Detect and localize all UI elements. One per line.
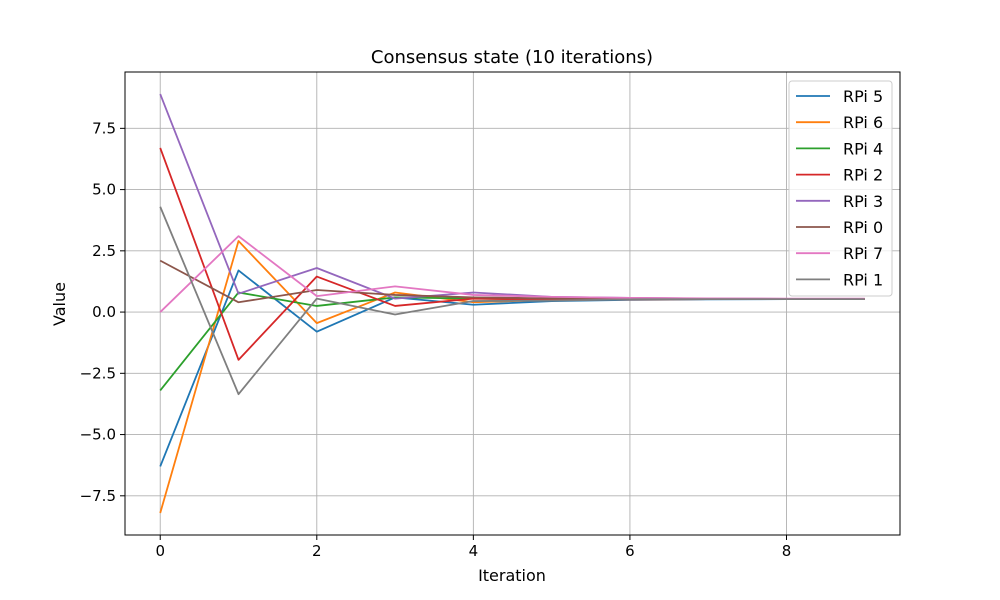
legend-label: RPi 1 — [843, 270, 883, 289]
y-tick-label: −2.5 — [80, 364, 116, 382]
legend-label: RPi 6 — [843, 113, 883, 132]
y-tick-label: 5.0 — [92, 181, 116, 199]
y-tick-label: −7.5 — [80, 487, 116, 505]
x-axis-label: Iteration — [478, 566, 546, 585]
legend-label: RPi 2 — [843, 166, 883, 185]
x-tick-label: 8 — [782, 542, 792, 560]
legend-label: RPi 0 — [843, 218, 883, 237]
legend-label: RPi 4 — [843, 139, 883, 158]
y-tick-label: 2.5 — [92, 242, 116, 260]
legend: RPi 5 RPi 6 RPi 4 RPi 2 RPi 3 RPi 0 RPi 7 RPi 1 — [788, 80, 893, 297]
x-tick-label: 0 — [155, 542, 165, 560]
x-tick-label: 4 — [469, 542, 479, 560]
legend-label: RPi 7 — [843, 244, 883, 263]
series-line-rpi-1 — [159, 206, 865, 396]
y-axis-label: Value — [50, 282, 69, 326]
x-axis: 0 2 4 6 8 — [155, 535, 791, 560]
legend-label: RPi 3 — [843, 192, 883, 211]
x-tick-label: 6 — [625, 542, 635, 560]
series-lines — [159, 93, 865, 514]
grid-lines — [125, 72, 900, 535]
plot-frame — [124, 71, 901, 536]
y-tick-label: 0.0 — [92, 303, 116, 321]
y-axis: −7.5 −5.0 −2.5 0.0 2.5 5.0 7.5 — [80, 119, 125, 505]
chart-title: Consensus state (10 iterations) — [371, 47, 653, 68]
y-tick-label: −5.0 — [80, 426, 116, 444]
legend-box — [788, 80, 893, 297]
legend-label: RPi 5 — [843, 87, 883, 106]
y-tick-label: 7.5 — [92, 119, 116, 137]
x-tick-label: 2 — [312, 542, 322, 560]
